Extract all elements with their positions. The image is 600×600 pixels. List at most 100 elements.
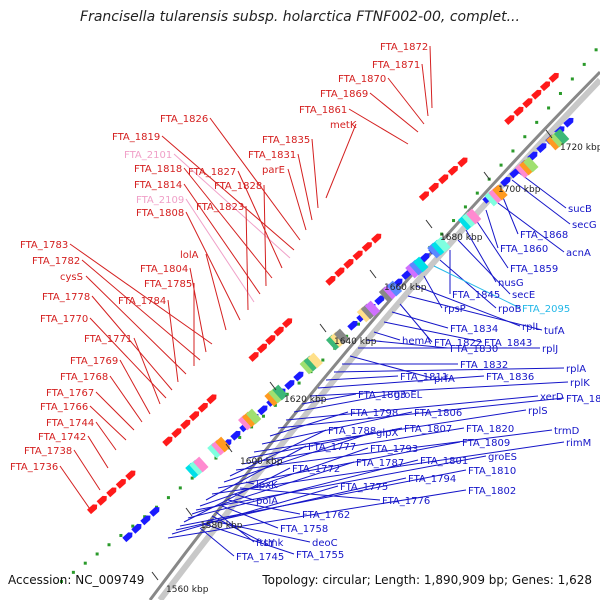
ring-dot bbox=[440, 232, 444, 236]
left-gene-label: FTA_1785 bbox=[144, 279, 192, 290]
right-gene-label: rpsP bbox=[444, 304, 466, 315]
left-callout-line bbox=[189, 267, 207, 353]
scale-tick-label: 1660 kbp bbox=[384, 283, 427, 293]
left-callout-line bbox=[183, 167, 273, 279]
left-callout-line bbox=[297, 153, 313, 221]
left-callout-line bbox=[85, 275, 187, 375]
ring-dot bbox=[463, 205, 467, 209]
ring-dot bbox=[273, 403, 277, 407]
left-callout-line bbox=[95, 421, 117, 451]
left-callout-line bbox=[59, 465, 93, 513]
reverse-strand-arrow-icon bbox=[457, 157, 468, 168]
left-gene-label: FTA_1861 bbox=[299, 105, 347, 116]
right-callout-line bbox=[293, 393, 393, 413]
right-callout-line bbox=[277, 397, 565, 429]
backbone-ring bbox=[148, 70, 600, 600]
right-gene-label: FTA_1801 bbox=[420, 456, 468, 467]
reverse-strand-arrow-icon bbox=[418, 191, 430, 202]
feature-block bbox=[264, 390, 280, 407]
feature-block bbox=[465, 208, 482, 225]
right-callout-line bbox=[207, 519, 311, 543]
right-callout-line bbox=[179, 469, 467, 527]
left-gene-label: lolA bbox=[180, 250, 199, 261]
right-gene-label: sucB bbox=[568, 204, 592, 215]
feature-block bbox=[242, 411, 258, 428]
feature-block bbox=[193, 456, 209, 473]
reverse-strand-arrow-icon bbox=[334, 267, 345, 278]
feature-block bbox=[364, 300, 381, 317]
feature-block bbox=[330, 331, 346, 348]
reverse-strand-arrow-icon bbox=[343, 259, 354, 269]
right-callout-line bbox=[199, 447, 369, 507]
right-gene-label: FTA_1803 bbox=[358, 390, 406, 401]
left-callout-line bbox=[119, 359, 151, 415]
reverse-strand-arrow-icon bbox=[115, 478, 126, 489]
forward-strand-arrow-icon bbox=[257, 405, 268, 416]
left-gene-label: FTA_2101 bbox=[124, 150, 172, 161]
right-callout-line bbox=[325, 375, 399, 381]
left-callout-line bbox=[161, 135, 295, 251]
right-gene-label: FTA_1802 bbox=[468, 486, 516, 497]
scale-tick-mark bbox=[483, 171, 491, 181]
right-gene-label: FTA_1832 bbox=[460, 360, 508, 371]
ring-dot bbox=[238, 435, 242, 439]
right-gene-label: lpxK bbox=[256, 480, 278, 491]
right-gene-label: FTA_1830 bbox=[450, 344, 498, 355]
ring-dot bbox=[570, 77, 574, 81]
scale-tick-label: 1680 kbp bbox=[440, 233, 483, 243]
ring-dot bbox=[582, 62, 586, 66]
right-gene-label: FTA_1843 bbox=[484, 338, 532, 349]
right-callout-line bbox=[485, 209, 499, 249]
feature-blocks bbox=[185, 128, 570, 479]
left-gene-label: FTA_1742 bbox=[38, 432, 86, 443]
ring-dot bbox=[143, 515, 147, 519]
map-title: Francisella tularensis subsp. holarctica… bbox=[80, 9, 520, 25]
right-callout-line bbox=[269, 411, 349, 437]
right-callout-line bbox=[253, 409, 527, 453]
right-gene-label: rimM bbox=[566, 438, 591, 449]
feature-block bbox=[413, 256, 429, 273]
right-callout-line bbox=[191, 461, 355, 515]
right-callout-line bbox=[439, 259, 497, 309]
right-callout-line bbox=[407, 295, 543, 331]
left-callout-line bbox=[185, 211, 241, 321]
feature-block bbox=[299, 358, 315, 375]
forward-strand-arrow-icon bbox=[347, 320, 358, 331]
feature-block bbox=[246, 408, 262, 425]
feature-block bbox=[303, 355, 319, 372]
feature-block bbox=[211, 439, 227, 456]
feature-block bbox=[326, 334, 342, 351]
reverse-strand-arrow-icon bbox=[273, 326, 284, 337]
feature-block bbox=[215, 436, 231, 453]
left-gene-label: FTA_1783 bbox=[20, 240, 68, 251]
forward-strand-arrow-icon bbox=[500, 177, 511, 187]
feature-block bbox=[462, 211, 478, 228]
reverse-strand-arrow-icon bbox=[282, 318, 293, 329]
scale-tick-label: 1700 kbp bbox=[498, 185, 541, 195]
right-gene-label: FTA_1859 bbox=[510, 264, 558, 275]
feature-block bbox=[458, 214, 474, 231]
right-gene-label: prfA bbox=[434, 374, 455, 385]
left-gene-labels: FTA_1872 FTA_1871 FTA_1870 FTA_1869 FTA_1861… bbox=[10, 42, 428, 473]
right-gene-label: FTA_1811 bbox=[400, 372, 448, 383]
left-callout-line bbox=[369, 92, 419, 133]
left-gene-label: FTA_2109 bbox=[136, 195, 184, 206]
right-gene-label: ftsY bbox=[256, 538, 275, 549]
right-callout-line bbox=[317, 375, 485, 389]
feature-block bbox=[488, 187, 504, 204]
right-callout-line bbox=[245, 481, 255, 485]
scale-tick-label: 1560 kbp bbox=[166, 585, 209, 595]
left-gene-label: FTA_1872 bbox=[380, 42, 428, 53]
feature-block bbox=[519, 159, 535, 176]
ring-dot bbox=[119, 533, 123, 537]
reverse-strand-arrow-icon bbox=[428, 182, 439, 193]
feature-block bbox=[546, 134, 562, 151]
right-gene-label: FTA_1762 bbox=[302, 510, 350, 521]
ring-dot bbox=[261, 414, 265, 418]
right-callout-line bbox=[423, 275, 443, 309]
left-callout-line bbox=[429, 45, 433, 109]
left-callout-line bbox=[69, 243, 213, 345]
feature-block bbox=[268, 387, 284, 404]
right-gene-label: rpoB bbox=[498, 304, 522, 315]
right-callout-line bbox=[199, 527, 235, 557]
